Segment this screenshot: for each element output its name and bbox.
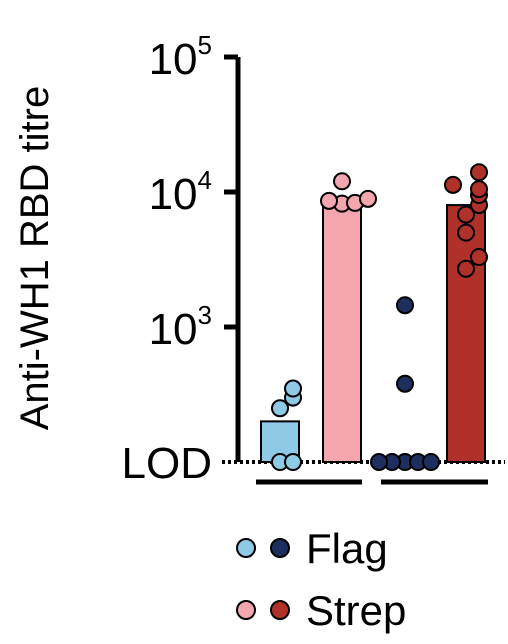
data-point-flag bbox=[284, 453, 302, 471]
data-point-flag bbox=[422, 453, 440, 471]
legend-marker-flag bbox=[270, 538, 290, 558]
data-point-strep bbox=[470, 163, 488, 182]
data-points bbox=[271, 163, 488, 471]
legend-marker-strep bbox=[270, 600, 290, 620]
bars bbox=[260, 200, 486, 464]
legend-marker-flag bbox=[236, 538, 256, 558]
data-point-flag bbox=[370, 453, 388, 471]
y-tick-label: 105 bbox=[149, 30, 212, 84]
data-point-strep bbox=[457, 259, 475, 278]
data-point-strep bbox=[333, 172, 351, 191]
data-point-flag bbox=[284, 379, 302, 398]
legend-label-flag: Flag bbox=[306, 525, 388, 572]
data-point-flag bbox=[271, 399, 289, 418]
y-axis-label: Anti-WH1 RBD titre bbox=[13, 86, 57, 431]
legend-marker-strep bbox=[236, 600, 256, 620]
data-point-strep bbox=[470, 180, 488, 199]
y-tick-label: 103 bbox=[149, 300, 212, 354]
data-point-strep bbox=[457, 223, 475, 242]
legend-label-strep: Strep bbox=[306, 587, 406, 634]
data-point-strep bbox=[359, 189, 377, 208]
data-point-strep bbox=[320, 191, 338, 210]
data-point-strep bbox=[470, 248, 488, 267]
data-point-flag bbox=[396, 296, 414, 315]
lod-label: LOD bbox=[122, 439, 212, 488]
data-point-strep bbox=[444, 175, 462, 194]
axes: 105 104 103 LOD bbox=[122, 30, 505, 488]
data-point-flag bbox=[396, 374, 414, 393]
bar-strep bbox=[446, 204, 486, 463]
bar-strep bbox=[322, 200, 362, 463]
legend: Flag Strep bbox=[236, 525, 406, 634]
y-tick-label: 104 bbox=[149, 165, 212, 219]
data-point-strep bbox=[457, 205, 475, 224]
